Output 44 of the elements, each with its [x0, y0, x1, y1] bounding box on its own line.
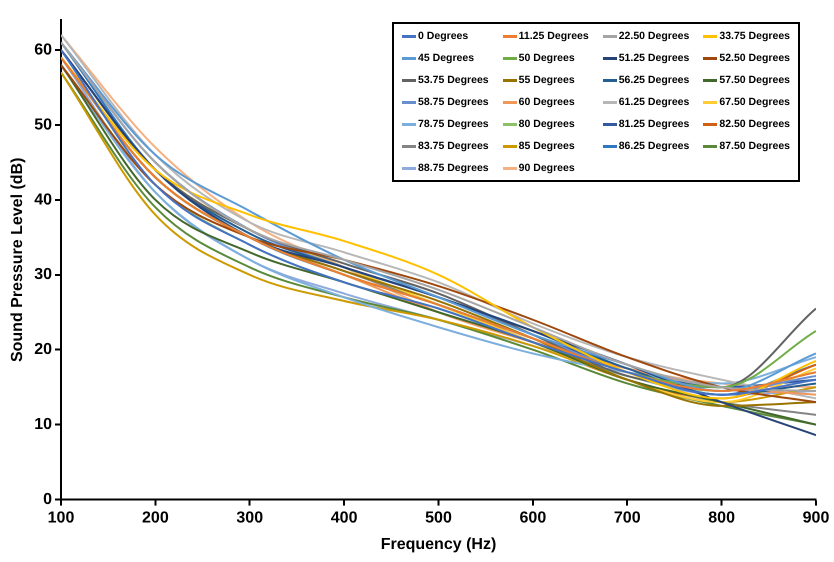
legend-label: 52.50 Degrees	[719, 52, 790, 64]
legend-label: 80 Degrees	[518, 118, 575, 130]
legend-label: 57.50 Degrees	[719, 74, 790, 86]
legend-label: 11.25 Degrees	[518, 30, 589, 42]
legend-label: 58.75 Degrees	[418, 96, 489, 108]
legend-label: 90 Degrees	[518, 162, 575, 174]
x-tick-label: 400	[330, 510, 358, 527]
legend-label: 56.25 Degrees	[618, 74, 690, 86]
legend-label: 51.25 Degrees	[618, 52, 690, 64]
legend-label: 45 Degrees	[418, 52, 474, 64]
y-tick-label: 0	[43, 491, 52, 508]
legend-label: 78.75 Degrees	[418, 118, 489, 130]
legend-label: 55 Degrees	[518, 74, 575, 86]
legend-label: 85 Degrees	[518, 140, 575, 152]
y-tick-label: 20	[34, 341, 52, 358]
y-tick-label: 60	[34, 41, 52, 58]
legend-label: 50 Degrees	[518, 52, 575, 64]
y-tick-label: 50	[34, 116, 52, 134]
y-axis-title: Sound Pressure Level (dB)	[9, 158, 26, 362]
legend-label: 81.25 Degrees	[618, 118, 690, 130]
x-tick-label: 800	[708, 510, 736, 527]
x-tick-label: 100	[48, 510, 74, 527]
x-tick-label: 300	[236, 510, 264, 527]
x-tick-label: 200	[142, 510, 169, 527]
legend-label: 53.75 Degrees	[418, 74, 489, 86]
legend-label: 0 Degrees	[418, 30, 468, 42]
y-tick-label: 40	[34, 191, 52, 208]
legend-label: 88.75 Degrees	[418, 162, 489, 174]
legend-label: 82.50 Degrees	[719, 118, 790, 130]
legend-label: 83.75 Degrees	[418, 140, 489, 152]
legend-label: 33.75 Degrees	[719, 30, 790, 42]
legend-label: 86.25 Degrees	[618, 140, 690, 152]
legend-label: 22.50 Degrees	[618, 30, 690, 42]
x-tick-label: 700	[614, 510, 641, 527]
x-tick-label: 900	[802, 510, 830, 527]
x-tick-label: 600	[520, 510, 546, 527]
y-tick-label: 10	[34, 416, 52, 434]
legend-label: 87.50 Degrees	[719, 140, 790, 152]
legend-label: 67.50 Degrees	[719, 96, 790, 108]
legend-label: 60 Degrees	[518, 96, 575, 108]
legend-label: 61.25 Degrees	[618, 96, 690, 108]
x-tick-label: 500	[425, 510, 452, 527]
x-axis-title: Frequency (Hz)	[380, 536, 496, 553]
y-tick-label: 30	[34, 266, 52, 284]
